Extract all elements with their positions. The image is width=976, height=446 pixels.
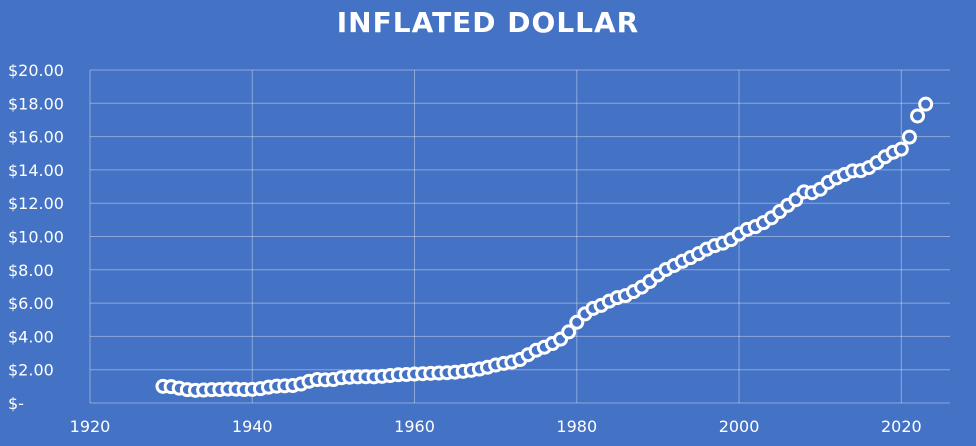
y-tick-label: $- xyxy=(8,394,24,413)
y-tick-label: $14.00 xyxy=(8,161,64,180)
x-tick-label: 1920 xyxy=(70,417,111,436)
data-point xyxy=(901,129,917,145)
y-tick-label: $8.00 xyxy=(8,261,54,280)
y-tick-label: $4.00 xyxy=(8,327,54,346)
y-tick-label: $10.00 xyxy=(8,228,64,247)
data-point xyxy=(918,96,934,112)
x-tick-label: 2000 xyxy=(719,417,760,436)
y-tick-label: $12.00 xyxy=(8,194,64,213)
data-point xyxy=(910,108,926,124)
y-tick-label: $20.00 xyxy=(8,61,64,80)
y-tick-label: $18.00 xyxy=(8,94,64,113)
x-tick-label: 1960 xyxy=(394,417,435,436)
chart-title: INFLATED DOLLAR xyxy=(336,6,640,39)
x-tick-label: 1940 xyxy=(232,417,273,436)
x-tick-label: 1980 xyxy=(556,417,597,436)
x-tick-label: 2020 xyxy=(881,417,922,436)
y-tick-label: $2.00 xyxy=(8,361,54,380)
data-point xyxy=(893,141,909,157)
y-tick-label: $16.00 xyxy=(8,128,64,147)
y-tick-label: $6.00 xyxy=(8,294,54,313)
data-point xyxy=(561,324,577,340)
